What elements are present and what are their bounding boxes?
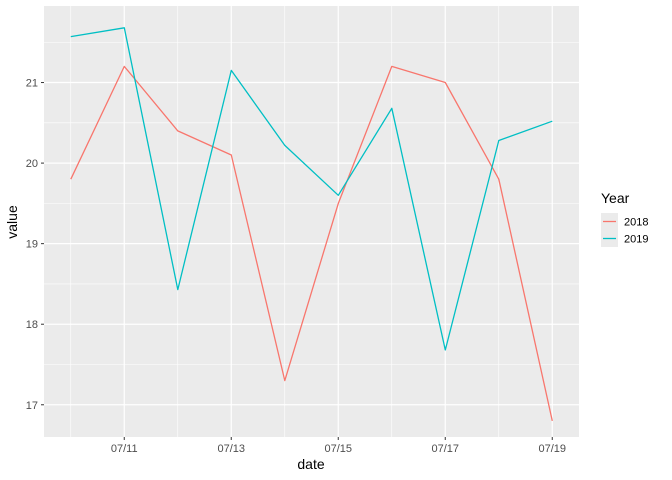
x-axis-title: date [297,456,324,472]
minor-gridlines [44,6,579,437]
y-tick-label: 18 [26,319,38,331]
series-lines [70,27,553,422]
x-tick-label: 07/13 [217,443,245,455]
legend-label-2018: 2018 [624,217,648,229]
y-tick-label: 21 [26,78,38,90]
x-tick-label: 07/11 [111,443,138,455]
legend: Year 2018 2019 [601,190,648,247]
series-line-2019 [70,27,553,351]
x-axis: 07/11 07/13 07/15 07/17 07/19 [111,437,566,455]
y-axis-title: value [4,205,20,239]
y-tick-label: 20 [26,158,38,170]
legend-label-2019: 2019 [624,234,648,246]
x-tick-label: 07/17 [431,443,459,455]
x-tick-label: 07/15 [324,443,352,455]
y-tick-label: 19 [26,239,38,251]
legend-title: Year [601,190,630,206]
major-gridlines [44,6,579,437]
series-line-2018 [70,65,553,422]
y-tick-label: 17 [26,400,38,412]
x-tick-label: 07/19 [538,443,566,455]
y-axis: 17 18 19 20 21 [26,78,44,412]
